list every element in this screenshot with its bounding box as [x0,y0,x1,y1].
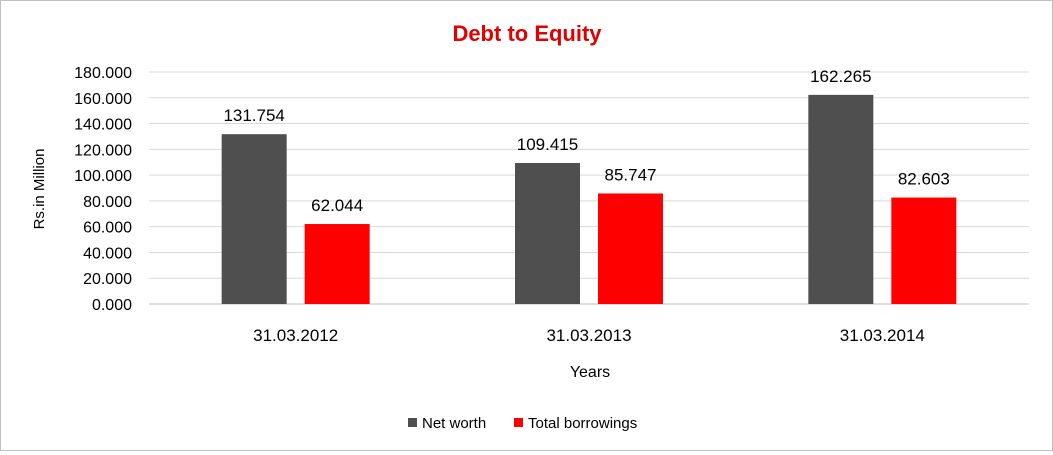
data-labels: 131.754 62.044 109.415 85.747 162.265 82.603 [223,67,949,215]
data-label: 85.747 [605,165,657,184]
y-tick-label: 20.000 [83,271,132,288]
y-tick-label: 180.000 [74,65,132,82]
legend-label: Net worth [422,415,486,432]
bar-total-borrowings [598,193,663,304]
x-tick-labels: 31.03.2012 31.03.2013 31.03.2014 [253,326,925,345]
bar-net-worth [808,94,874,304]
y-axis-label: Rs.in Million [31,149,48,230]
y-tick-labels: 0.000 20.000 40.000 60.000 80.000 100.000 120.… [74,65,132,314]
bar-total-borrowings [891,197,957,304]
y-tick-label: 0.000 [92,297,132,314]
chart-title: Debt to Equity [452,21,602,46]
gridlines [149,71,1029,305]
bar-total-borrowings [304,224,370,304]
y-tick-label: 140.000 [74,117,132,134]
x-tick-label: 31.03.2014 [840,326,925,345]
legend-swatch [514,418,523,427]
y-tick-label: 100.000 [74,168,132,185]
bar-net-worth [515,162,580,304]
x-tick-label: 31.03.2012 [253,326,338,345]
data-label: 131.754 [223,106,284,125]
bar-net-worth [221,134,287,304]
x-axis-label: Years [570,364,610,381]
legend: Net worth Total borrowings [408,415,637,432]
data-label: 82.603 [898,170,950,189]
y-tick-label: 160.000 [74,91,132,108]
data-label: 162.265 [810,67,871,86]
data-label: 62.044 [311,196,363,215]
y-tick-label: 60.000 [83,220,132,237]
bars [221,94,957,304]
y-tick-label: 40.000 [83,245,132,262]
legend-swatch [408,418,417,427]
y-tick-label: 80.000 [83,194,132,211]
data-label: 109.415 [517,135,578,154]
legend-label: Total borrowings [528,415,637,432]
y-tick-label: 120.000 [74,142,132,159]
x-tick-label: 31.03.2013 [546,326,631,345]
